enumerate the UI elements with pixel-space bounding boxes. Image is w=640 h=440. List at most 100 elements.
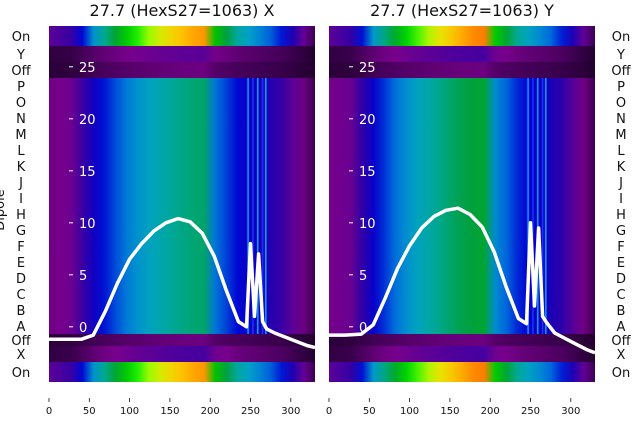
overlay-tick-label: 5 <box>79 269 87 284</box>
row-label: N <box>616 112 626 127</box>
x-tick-label: 100 <box>120 406 139 417</box>
y-axis-label: Dipole <box>0 189 8 230</box>
heatmap-row <box>49 302 315 318</box>
row-label: B <box>17 304 26 319</box>
heatmap-row <box>329 94 595 110</box>
overlay-tick-label: 0 <box>79 321 87 336</box>
row-label: G <box>616 224 626 239</box>
heatmap-row <box>49 334 315 346</box>
heatmap-streak <box>247 78 249 334</box>
heatmap-row <box>49 142 315 158</box>
row-label: J <box>618 176 623 191</box>
heatmap-area-x <box>49 26 315 382</box>
heatmap-row <box>329 334 595 346</box>
heatmap-row <box>329 286 595 302</box>
heatmap-row <box>329 78 595 94</box>
x-tick-label: 100 <box>400 406 419 417</box>
row-label: P <box>617 80 625 95</box>
heatmap-row <box>329 26 595 46</box>
x-tick-label: 150 <box>440 406 459 417</box>
panel-x: 27.7 (HexS27=1063) X Dipole OnYOffPONMLK… <box>0 1 316 417</box>
row-label: X <box>617 348 626 363</box>
heatmap-streak <box>252 78 254 334</box>
heatmap-streak <box>541 78 544 334</box>
row-label: D <box>616 272 626 287</box>
heatmap-streak <box>545 78 547 334</box>
row-label: K <box>617 160 626 175</box>
row-label: A <box>17 320 26 335</box>
heatmap-row <box>49 346 315 362</box>
heatmap-streak <box>265 78 267 334</box>
heatmap-row <box>49 286 315 302</box>
heatmap-row <box>329 270 595 286</box>
row-label: C <box>16 288 25 303</box>
row-label: L <box>17 144 25 159</box>
overlay-line-group-x <box>49 216 316 350</box>
heatmap-row <box>329 190 595 206</box>
heatmap-row <box>329 254 595 270</box>
row-label: K <box>17 160 26 175</box>
x-tick-label: 0 <box>326 406 332 417</box>
row-label: Off <box>11 64 31 79</box>
heatmap-row <box>329 238 595 254</box>
row-label: O <box>616 96 626 111</box>
heatmap-row <box>329 126 595 142</box>
heatmap-row <box>49 46 315 62</box>
row-label: On <box>12 366 30 381</box>
overlay-tick-label: 15 <box>79 165 96 180</box>
overlay-tick-label: 10 <box>359 217 376 232</box>
overlay-tick-label: 5 <box>359 269 367 284</box>
x-tick-label: 50 <box>363 406 376 417</box>
row-label: I <box>619 192 623 207</box>
chart-title-y: 27.7 (HexS27=1063) Y <box>370 1 554 20</box>
heatmap-row <box>49 190 315 206</box>
x-axis-ticks-x: 0 50 100 150 200 250 300 <box>46 398 300 417</box>
x-tick-label: 250 <box>521 406 540 417</box>
row-label: On <box>12 30 30 45</box>
overlay-line <box>329 206 596 355</box>
row-label: C <box>616 288 625 303</box>
overlay-tick-label: 15 <box>359 165 376 180</box>
x-tick-label: 200 <box>201 406 220 417</box>
row-label: Off <box>11 334 31 349</box>
heatmap-row <box>329 362 595 382</box>
heatmap-row <box>329 46 595 62</box>
overlay-y-ticks-x: 0 5 10 15 20 25 <box>69 61 96 336</box>
row-label: M <box>15 128 26 143</box>
chart-title-x: 27.7 (HexS27=1063) X <box>90 1 275 20</box>
row-label: H <box>16 208 26 223</box>
row-label: On <box>612 366 630 381</box>
overlay-y-ticks-y: 0 5 10 15 20 25 <box>349 61 376 336</box>
heatmap-streak <box>256 78 259 334</box>
row-label: H <box>616 208 626 223</box>
overlay-tick-label: 0 <box>359 321 367 336</box>
row-label: E <box>17 256 25 271</box>
panel-y: 27.7 (HexS27=1063) Y OnYOffPONMLKJIHGFED… <box>326 1 632 417</box>
row-label: O <box>16 96 26 111</box>
row-label: J <box>18 176 23 191</box>
overlay-tick-label: 25 <box>79 61 96 76</box>
heatmap-streak <box>261 78 264 334</box>
overlay-tick-label: 25 <box>359 61 376 76</box>
row-label: Y <box>616 48 625 63</box>
row-label: B <box>617 304 626 319</box>
heatmap-row <box>49 362 315 382</box>
row-label: X <box>17 348 26 363</box>
x-tick-label: 50 <box>83 406 96 417</box>
overlay-tick-label: 20 <box>359 113 376 128</box>
x-tick-label: 150 <box>160 406 179 417</box>
row-label: E <box>617 256 625 271</box>
heatmap-row <box>49 270 315 286</box>
row-label: Off <box>611 64 631 79</box>
row-label: A <box>617 320 626 335</box>
row-label: I <box>19 192 23 207</box>
x-tick-label: 200 <box>481 406 500 417</box>
row-label: M <box>615 128 626 143</box>
row-label: L <box>617 144 625 159</box>
heatmap-row <box>329 142 595 158</box>
heatmap-streak <box>532 78 534 334</box>
row-label: On <box>612 30 630 45</box>
